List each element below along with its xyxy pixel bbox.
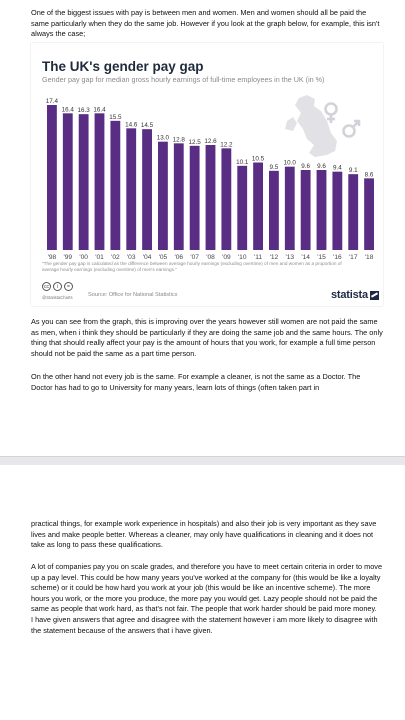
statista-logo-text: statista (331, 289, 368, 301)
chart-subtitle: Gender pay gap for median gross hourly e… (42, 75, 325, 84)
bar-value-label: 12.2 (220, 141, 233, 148)
statista-logo: statista (331, 289, 379, 301)
gender-symbols-icon (324, 102, 361, 138)
statista-handle: @StatistaCharts (42, 295, 73, 300)
bar-value-label: 15.5 (109, 114, 122, 121)
bar-'12 (269, 170, 279, 250)
bar-value-label: 13.0 (157, 135, 170, 142)
x-tick-label: '11 (254, 254, 262, 261)
gender-pay-gap-chart: The UK's gender pay gap Gender pay gap f… (31, 43, 383, 306)
x-tick-label: '98 (48, 254, 57, 261)
bar-value-label: 17.4 (46, 98, 59, 105)
bar-value-label: 16.4 (62, 106, 75, 113)
bar-'98 (47, 105, 57, 250)
x-tick-label: '18 (365, 254, 374, 261)
bar-value-label: 9.4 (333, 165, 342, 172)
bar-value-label: 12.5 (189, 139, 202, 146)
x-tick-label: '13 (285, 254, 294, 261)
bar-'10 (237, 165, 248, 250)
bar-value-label: 8.6 (365, 171, 374, 178)
x-tick-label: '99 (63, 254, 72, 261)
bar-'08 (205, 145, 216, 250)
bar-'03 (126, 128, 137, 250)
bar-value-label: 16.3 (78, 107, 91, 114)
bar-'00 (78, 114, 89, 250)
x-tick-label: '10 (238, 254, 247, 261)
x-tick-label: '03 (127, 254, 136, 261)
x-tick-label: '02 (111, 254, 120, 261)
x-tick-label: '00 (79, 254, 88, 261)
bar-value-label: 10.0 (284, 160, 297, 167)
chart-plot: 17.416.4 16.3 16.415.514.6 14.513.0 12.8 12.5… (46, 95, 374, 261)
license-icons[interactable]: cc i = (42, 282, 73, 291)
bar-'04 (142, 129, 152, 250)
bar-value-label: 12.6 (204, 138, 217, 145)
chart-source: Source: Office for National Statistics (88, 292, 178, 298)
x-tick-label: '17 (349, 254, 358, 261)
chart-title: The UK's gender pay gap (42, 59, 204, 74)
document-page-1: One of the biggest issues with pay is be… (0, 0, 405, 456)
x-tick-label: '14 (301, 254, 310, 261)
bar-'01 (94, 113, 105, 250)
bar-value-label: 14.5 (141, 122, 154, 129)
x-tick-label: '08 (206, 254, 215, 261)
bar-value-label: 10.5 (252, 156, 265, 163)
uk-map-illustration (285, 95, 337, 157)
paragraph-pay-scales: A lot of companies pay you on scale grad… (31, 562, 383, 614)
x-tick-label: '07 (190, 254, 199, 261)
x-tick-label: '15 (317, 254, 326, 261)
paragraph-continued: practical things, for example work exper… (31, 519, 377, 550)
creative-commons-icon[interactable]: cc (42, 282, 51, 291)
bar-'02 (110, 120, 121, 250)
bar-'15 (316, 170, 327, 250)
chart-footnote: "The gender pay gap is calculated as the… (42, 261, 342, 273)
x-tick-label: '12 (270, 254, 279, 261)
statista-logo-mark-icon (369, 290, 379, 300)
paragraph-intro: One of the biggest issues with pay is be… (31, 8, 380, 39)
paragraph-graph-analysis: As you can see from the graph, this is i… (31, 317, 383, 358)
bar-'13 (284, 166, 295, 250)
x-tick-label: '16 (333, 254, 342, 261)
bar-'18 (364, 178, 374, 250)
bar-value-label: 9.1 (349, 167, 358, 174)
x-tick-label: '04 (143, 254, 152, 261)
paragraph-conclusion: I have given answers that agree and disa… (31, 615, 378, 635)
bar-'11 (253, 162, 263, 250)
bar-'17 (348, 174, 359, 250)
document-page-2: practical things, for example work exper… (0, 465, 405, 720)
bar-value-label: 16.4 (93, 106, 106, 113)
bar-value-label: 9.5 (270, 164, 279, 171)
no-derivatives-icon[interactable]: = (64, 282, 73, 291)
x-tick-label: '06 (174, 254, 183, 261)
bar-'07 (189, 145, 200, 250)
bar-'09 (221, 148, 232, 250)
bar-'05 (158, 141, 168, 250)
bar-'06 (173, 143, 184, 250)
paragraph-doctor-cleaner: On the other hand not every job is the s… (31, 372, 361, 392)
bar-'14 (300, 170, 311, 250)
x-tick-label: '09 (222, 254, 231, 261)
bar-'99 (62, 113, 73, 250)
x-tick-label: '01 (95, 254, 104, 261)
bar-value-label: 12.8 (173, 136, 186, 143)
bar-value-label: 10.1 (236, 159, 249, 166)
bar-'16 (332, 171, 343, 250)
bar-value-label: 9.6 (301, 163, 310, 170)
info-icon[interactable]: i (53, 282, 62, 291)
bar-value-label: 9.6 (317, 163, 326, 170)
x-tick-label: '05 (159, 254, 168, 261)
bar-value-label: 14.6 (125, 121, 138, 128)
